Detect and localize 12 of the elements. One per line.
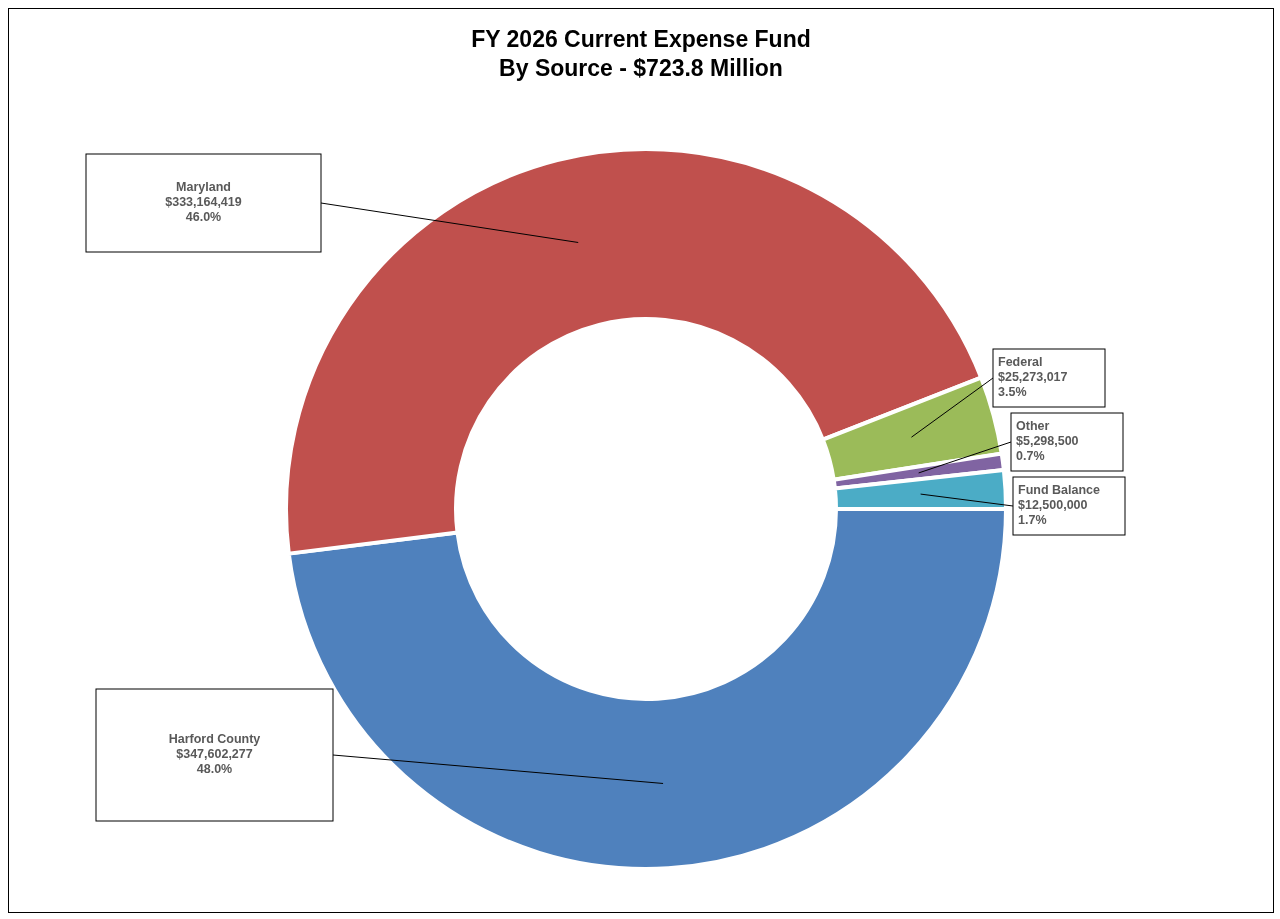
slice-label: Federal [998,355,1043,370]
data-label: $25,273,017 3.5% [998,370,1068,400]
data-label: $12,500,000 1.7% [1018,498,1088,528]
chart-subtitle: By Source - $723.8 Million [498,54,784,83]
data-label: $5,298,500 0.7% [1016,434,1079,464]
slice-label: Other [1016,419,1050,434]
slice-label: Fund Balance [1018,483,1101,498]
slice-label: Maryland [176,180,231,195]
slice-label: Harford County [168,732,261,747]
data-label: $347,602,277 48.0% [176,747,253,777]
data-label: $333,164,419 46.0% [165,195,242,225]
chart-title: FY 2026 Current Expense Fund [470,25,812,54]
